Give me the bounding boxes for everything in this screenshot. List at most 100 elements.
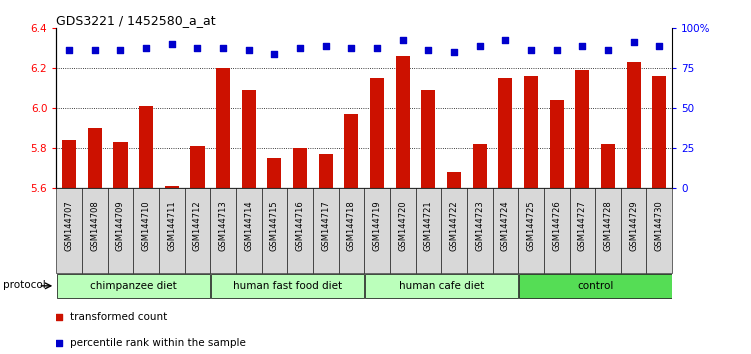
Bar [287,188,313,273]
Bar [601,144,615,188]
Text: GSM144725: GSM144725 [526,200,535,251]
Text: control: control [577,281,614,291]
Bar [519,274,671,298]
Bar [647,188,672,273]
Point [371,45,383,51]
Bar [626,62,641,188]
Text: human cafe diet: human cafe diet [399,281,484,291]
Text: GSM144707: GSM144707 [65,200,74,251]
Bar [107,188,134,273]
Text: GSM144723: GSM144723 [475,200,484,251]
Text: percentile rank within the sample: percentile rank within the sample [70,338,246,348]
Text: human fast food diet: human fast food diet [233,281,342,291]
Bar [365,274,517,298]
Text: GDS3221 / 1452580_a_at: GDS3221 / 1452580_a_at [56,14,216,27]
Point [653,44,665,49]
Point [140,45,152,51]
Text: GSM144712: GSM144712 [193,200,202,251]
Point [114,47,126,53]
Bar [159,188,185,273]
Bar [544,188,569,273]
Point [345,45,357,51]
Point [525,47,537,53]
Point [602,47,614,53]
Text: GSM144719: GSM144719 [372,200,382,251]
Point [320,44,332,49]
Bar [236,188,261,273]
Bar [415,188,442,273]
Bar [113,142,128,188]
Bar [313,188,339,273]
Text: GSM144724: GSM144724 [501,200,510,251]
Bar [550,100,564,188]
Bar [216,68,230,188]
Point [89,47,101,53]
Text: GSM144721: GSM144721 [424,200,433,251]
Text: GSM144716: GSM144716 [296,200,305,251]
Bar [421,90,436,188]
Point [243,47,255,53]
Bar [57,274,210,298]
Bar [621,188,647,273]
Bar [345,114,358,188]
Point [192,45,204,51]
Bar [390,188,415,273]
Bar [293,148,307,188]
Bar [569,188,595,273]
Bar [339,188,364,273]
Bar [364,188,390,273]
Text: GSM144708: GSM144708 [90,200,99,251]
Bar [185,188,210,273]
Point [448,50,460,55]
Text: GSM144729: GSM144729 [629,200,638,251]
Point [628,39,640,45]
Point [166,41,178,47]
Point [474,44,486,49]
Bar [499,78,512,188]
Text: GSM144720: GSM144720 [398,200,407,251]
Bar [370,78,384,188]
Bar [134,188,159,273]
Text: GSM144713: GSM144713 [219,200,228,251]
Point [576,44,588,49]
Bar [493,188,518,273]
Bar [242,90,256,188]
Bar [56,188,82,273]
Point [422,47,434,53]
Text: GSM144727: GSM144727 [578,200,587,251]
Text: GSM144730: GSM144730 [655,200,664,251]
Text: GSM144709: GSM144709 [116,200,125,251]
Bar [472,144,487,188]
Bar [575,70,590,188]
Bar [518,188,544,273]
Point [397,38,409,43]
Text: chimpanzee diet: chimpanzee diet [90,281,176,291]
Text: GSM144710: GSM144710 [142,200,151,251]
Text: protocol: protocol [3,280,46,290]
Bar [318,154,333,188]
Bar [653,76,666,188]
Bar [267,158,282,188]
Bar [396,56,410,188]
Bar [447,172,461,188]
Text: GSM144717: GSM144717 [321,200,330,251]
Bar [467,188,493,273]
Point [550,47,562,53]
Bar [210,188,236,273]
Bar [442,188,467,273]
Text: GSM144726: GSM144726 [552,200,561,251]
Point [268,51,280,57]
Text: GSM144728: GSM144728 [604,200,613,251]
Point [217,45,229,51]
Text: GSM144718: GSM144718 [347,200,356,251]
Bar [595,188,621,273]
Bar [191,146,204,188]
Bar [88,128,102,188]
Bar [62,140,76,188]
Point [63,47,75,53]
Text: GSM144714: GSM144714 [244,200,253,251]
Bar [164,185,179,188]
Point [53,340,65,346]
Point [499,38,511,43]
Bar [261,188,287,273]
